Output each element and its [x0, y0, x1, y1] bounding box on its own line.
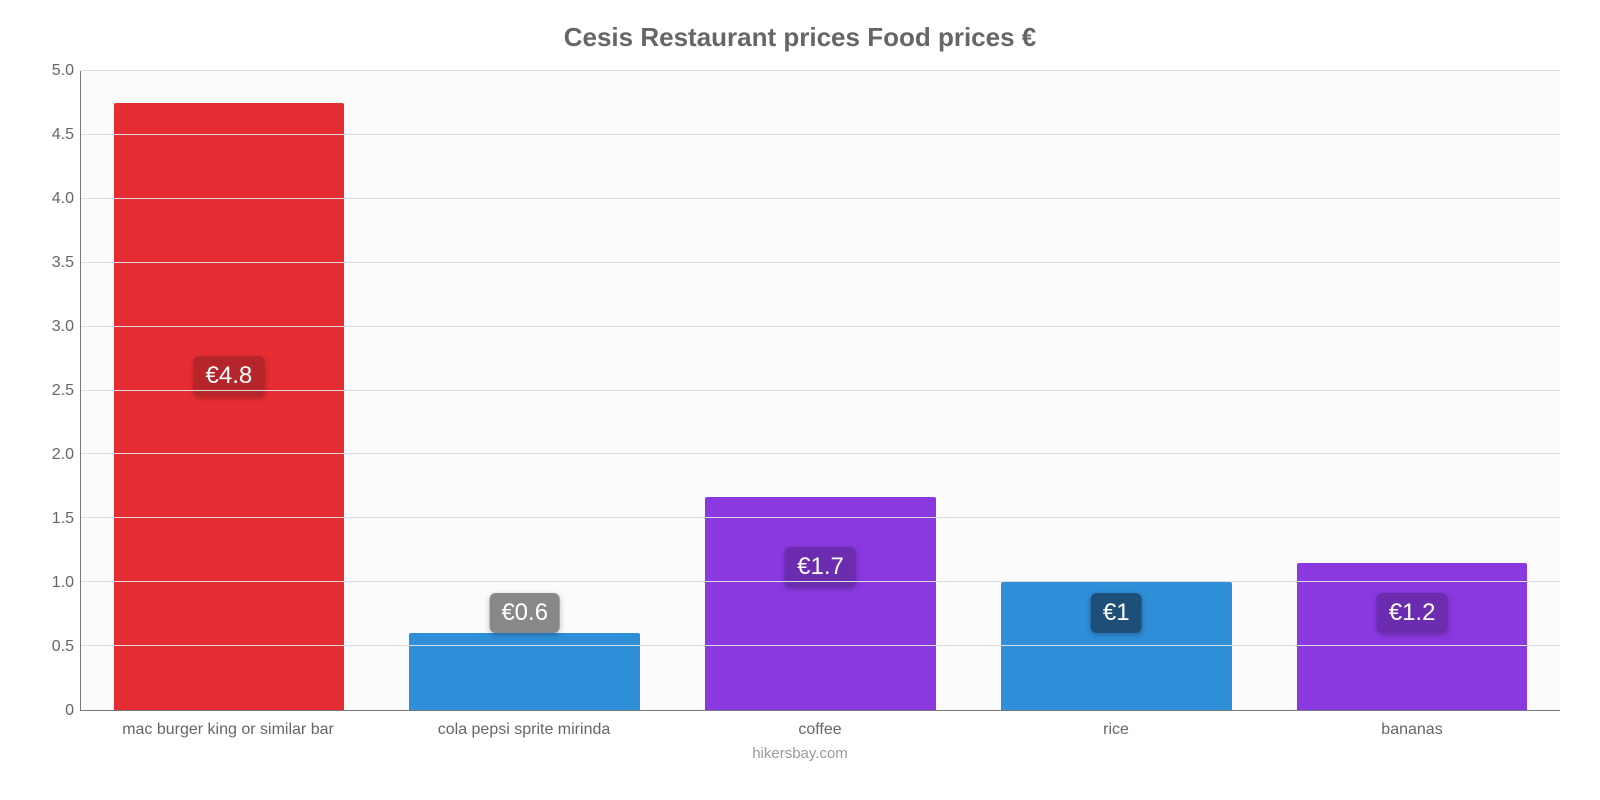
bar: €1.7 [705, 497, 936, 710]
grid-line [81, 198, 1560, 199]
x-tick-label: rice [968, 711, 1264, 739]
y-tick-label: 3.0 [52, 318, 74, 336]
y-tick-label: 3.5 [52, 254, 74, 272]
y-tick-label: 0 [65, 702, 74, 720]
y-axis: 00.51.01.52.02.53.03.54.04.55.0 [40, 71, 80, 711]
price-chart: Cesis Restaurant prices Food prices € 0 0… [0, 0, 1600, 800]
grid-line [81, 326, 1560, 327]
value-badge: €0.6 [489, 593, 560, 633]
bar-slot: €1.2 [1264, 71, 1560, 710]
bar-slot: €4.8 [81, 71, 377, 710]
y-tick-label: 1.0 [52, 574, 74, 592]
y-tick-label: 2.5 [52, 382, 74, 400]
grid-line [81, 453, 1560, 454]
grid-line [81, 581, 1560, 582]
grid-line [81, 517, 1560, 518]
grid-line [81, 390, 1560, 391]
plot-area: €4.8 €0.6 €1.7 €1 €1.2 [80, 71, 1560, 711]
grid-line [81, 70, 1560, 71]
bars-container: €4.8 €0.6 €1.7 €1 €1.2 [81, 71, 1560, 710]
y-tick-label: 1.5 [52, 510, 74, 528]
chart-title: Cesis Restaurant prices Food prices € [40, 10, 1560, 71]
y-tick-label: 0.5 [52, 638, 74, 656]
x-tick-label: mac burger king or similar bar [80, 711, 376, 739]
bar: €4.8 [114, 103, 345, 710]
grid-line [81, 134, 1560, 135]
grid-line [81, 645, 1560, 646]
grid-line [81, 262, 1560, 263]
bar-slot: €0.6 [377, 71, 673, 710]
x-tick-label: coffee [672, 711, 968, 739]
x-tick-label: cola pepsi sprite mirinda [376, 711, 672, 739]
x-tick-label: bananas [1264, 711, 1560, 739]
value-badge: €1 [1091, 593, 1142, 633]
x-axis: mac burger king or similar barcola pepsi… [80, 711, 1560, 739]
plot-row: 00.51.01.52.02.53.03.54.04.55.0 €4.8€0.6… [40, 71, 1560, 711]
y-tick-label: 5.0 [52, 62, 74, 80]
chart-credit: hikersbay.com [40, 739, 1560, 762]
y-tick-label: 4.0 [52, 190, 74, 208]
bar-slot: €1.7 [673, 71, 969, 710]
y-tick-label: 2.0 [52, 446, 74, 464]
value-badge: €1.2 [1377, 593, 1448, 633]
bar: €1.2 [1297, 563, 1528, 710]
bar-slot: €1 [968, 71, 1264, 710]
y-tick-label: 4.5 [52, 126, 74, 144]
